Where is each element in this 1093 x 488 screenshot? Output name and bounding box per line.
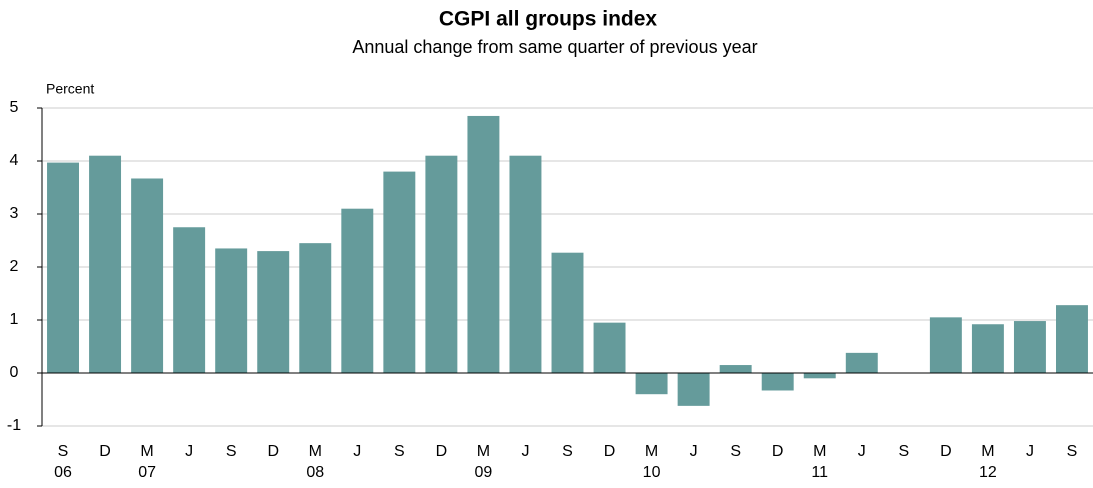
bar xyxy=(509,155,542,373)
bar xyxy=(635,373,668,395)
bar xyxy=(761,373,794,391)
bar xyxy=(299,243,332,373)
x-tick-label: D xyxy=(436,443,448,460)
chart-title: CGPI all groups index xyxy=(439,8,658,31)
x-year-label: 11 xyxy=(811,464,828,481)
bar xyxy=(803,373,836,379)
x-tick-label: D xyxy=(267,443,279,460)
x-tick-label: D xyxy=(99,443,111,460)
x-tick-label: M xyxy=(981,443,994,460)
x-year-label: 09 xyxy=(475,464,493,481)
bar xyxy=(383,171,416,373)
bar xyxy=(425,155,458,373)
x-year-label: 10 xyxy=(643,464,661,481)
x-tick-label: D xyxy=(772,443,784,460)
x-tick-label: J xyxy=(353,443,361,460)
y-tick-label: -1 xyxy=(7,417,21,434)
bar xyxy=(1013,321,1046,373)
bar xyxy=(215,248,248,373)
x-tick-label: D xyxy=(940,443,952,460)
y-tick-label: 3 xyxy=(10,205,19,222)
y-axis-label: Percent xyxy=(46,81,94,97)
x-tick-label: M xyxy=(477,443,490,460)
bar xyxy=(131,178,164,373)
bar xyxy=(551,252,584,373)
x-tick-label: S xyxy=(562,443,573,460)
chart-subtitle: Annual change from same quarter of previ… xyxy=(352,37,757,57)
bar xyxy=(971,324,1004,373)
y-tick-label: 2 xyxy=(10,258,19,275)
bar xyxy=(467,115,500,373)
x-tick-label: J xyxy=(521,443,529,460)
x-tick-label: S xyxy=(58,443,69,460)
x-tick-label: M xyxy=(813,443,826,460)
bar xyxy=(677,373,710,406)
bar xyxy=(341,208,374,373)
y-tick-label: 4 xyxy=(10,152,19,169)
x-tick-label: M xyxy=(309,443,322,460)
x-tick-label: D xyxy=(604,443,616,460)
x-year-label: 08 xyxy=(306,464,324,481)
bar xyxy=(845,352,878,373)
x-year-label: 12 xyxy=(979,464,997,481)
x-year-label: 07 xyxy=(138,464,156,481)
x-tick-label: M xyxy=(140,443,153,460)
x-tick-label: S xyxy=(898,443,909,460)
bar xyxy=(1056,305,1088,373)
x-tick-label: S xyxy=(1067,443,1078,460)
x-tick-label: M xyxy=(645,443,658,460)
y-tick-label: 5 xyxy=(10,99,19,116)
x-tick-label: J xyxy=(185,443,193,460)
y-tick-label: 0 xyxy=(10,364,19,381)
bar xyxy=(593,322,626,373)
bar xyxy=(257,251,290,373)
bar xyxy=(89,155,122,373)
y-tick-label: 1 xyxy=(10,311,19,328)
x-tick-label: S xyxy=(226,443,237,460)
x-tick-label: S xyxy=(730,443,741,460)
bar xyxy=(173,227,206,373)
x-tick-label: S xyxy=(394,443,405,460)
x-year-label: 06 xyxy=(54,464,72,481)
x-tick-label: J xyxy=(858,443,866,460)
bar xyxy=(929,317,962,373)
x-tick-label: J xyxy=(690,443,698,460)
bar xyxy=(47,162,79,373)
bar xyxy=(719,365,752,373)
x-tick-label: J xyxy=(1026,443,1034,460)
